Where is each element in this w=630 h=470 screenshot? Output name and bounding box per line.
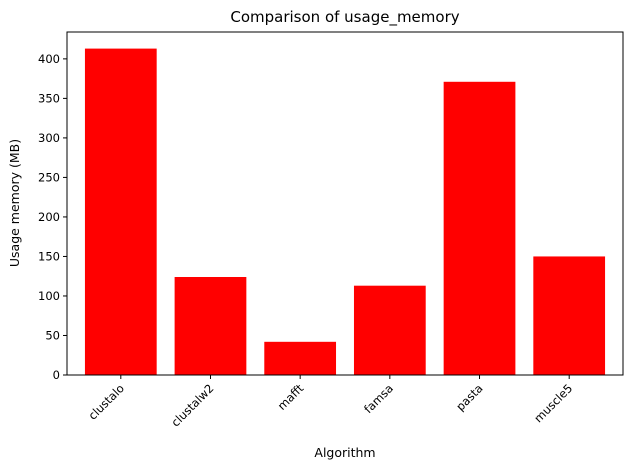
x-tick-label-mafft: mafft xyxy=(275,381,307,413)
x-tick-label-pasta: pasta xyxy=(453,381,485,413)
x-tick-label-muscle5: muscle5 xyxy=(531,381,575,425)
y-tick-label: 350 xyxy=(38,91,60,105)
x-axis: clustalo clustalw2 mafft famsa pasta muscle5 xyxy=(85,375,575,430)
x-tick-label-clustalw2: clustalw2 xyxy=(168,381,216,429)
bar-clustalw2 xyxy=(174,277,247,375)
bar-pasta xyxy=(443,81,516,375)
y-tick-label: 150 xyxy=(38,249,60,263)
x-tick-label-clustalo: clustalo xyxy=(85,381,126,422)
plot-frame xyxy=(66,31,624,376)
y-tick-label: 100 xyxy=(38,289,60,303)
bar-famsa xyxy=(353,285,426,375)
bars-group xyxy=(84,48,606,375)
x-axis-label: Algorithm xyxy=(314,445,375,460)
y-tick-label: 300 xyxy=(38,131,60,145)
y-axis-label: Usage memory (MB) xyxy=(7,139,22,267)
y-tick-label: 400 xyxy=(38,52,60,66)
y-tick-label: 0 xyxy=(53,368,60,382)
bar-mafft xyxy=(264,341,337,375)
y-tick-label: 250 xyxy=(38,170,60,184)
bar-clustalo xyxy=(84,48,157,375)
y-tick-label: 50 xyxy=(45,328,60,342)
x-tick-label-famsa: famsa xyxy=(361,381,396,416)
y-axis: 0 50 100 150 200 250 300 350 400 xyxy=(38,52,67,382)
y-tick-label: 200 xyxy=(38,210,60,224)
chart-title: Comparison of usage_memory xyxy=(230,8,459,27)
bar-muscle5 xyxy=(533,256,606,375)
